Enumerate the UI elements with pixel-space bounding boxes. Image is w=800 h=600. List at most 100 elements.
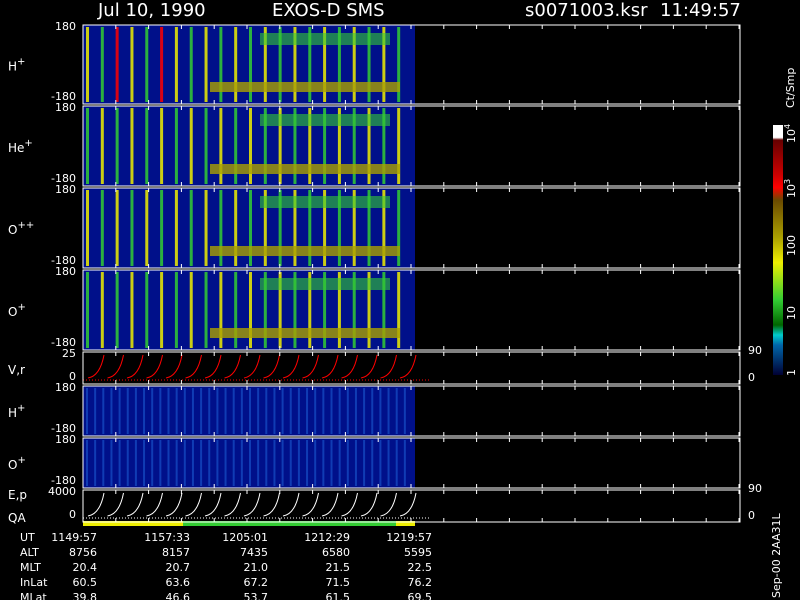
colorbar-label-base: 10 [785, 129, 798, 143]
trace [224, 492, 241, 517]
spectrogram-streak [249, 27, 252, 102]
colorbar-label-base: 1 [785, 369, 798, 376]
orbit-value: 53.7 [244, 591, 269, 600]
spectrogram-streak [371, 440, 374, 486]
spectrogram-streak [278, 27, 282, 102]
orbit-value: 46.6 [166, 591, 191, 600]
spectrogram-streak [232, 440, 235, 486]
spectrogram-streak [257, 440, 260, 486]
y-bottom-label: -180 [51, 254, 76, 267]
orbit-value: 21.5 [326, 561, 351, 574]
spectrogram-streak [189, 108, 193, 184]
spectrogram-streak [382, 27, 386, 102]
instrument: EXOS-D SMS [272, 0, 385, 21]
colorbar-label: 104 [783, 124, 798, 143]
trace [321, 492, 339, 517]
spectrogram-streak [289, 440, 292, 486]
spectrogram-streak [224, 440, 227, 486]
orbit-value: 1219:57 [386, 531, 432, 544]
spectrogram-streak [126, 440, 129, 486]
spectrogram-streak [234, 27, 238, 102]
spectrogram-streak [110, 388, 113, 434]
spectrogram-streak [352, 108, 356, 184]
panel-label: QA [8, 511, 26, 525]
panel-label-sup: ++ [17, 220, 34, 231]
trace [380, 354, 397, 379]
trace [282, 492, 300, 517]
time: 11:49:57 [660, 0, 741, 21]
spectrogram-streak [323, 190, 327, 266]
trace [165, 492, 183, 517]
spectrogram-streak [346, 388, 349, 434]
orbit-label: UT [20, 531, 35, 544]
spectrogram-streak [363, 388, 366, 434]
trace [302, 354, 319, 379]
spectrogram-streak [145, 190, 149, 266]
spectrogram-streak [263, 272, 267, 348]
orbit-value: 1157:33 [144, 531, 190, 544]
spectrogram-streak [110, 440, 113, 486]
orbit-value: 39.8 [73, 591, 98, 600]
spectrogram-streak [160, 190, 164, 266]
trace [185, 492, 202, 517]
spectrogram-streak [204, 190, 208, 266]
spectrogram-streak [352, 27, 356, 102]
trace [126, 354, 144, 379]
spectrogram-band [260, 33, 390, 45]
spectrogram-streak [249, 388, 251, 434]
orbit-value: 1205:01 [222, 531, 268, 544]
spectrogram-streak [338, 440, 341, 486]
orbit-value: 67.2 [244, 576, 269, 589]
panel-label-sup: + [17, 403, 25, 414]
date: Jul 10, 1990 [97, 0, 206, 21]
spectrogram-streak [94, 440, 97, 486]
panel-label: V,r [8, 363, 25, 377]
spectrogram-streak [219, 190, 223, 266]
trace [341, 492, 358, 517]
colorbar-label: 1 [785, 369, 798, 376]
spectrogram-streak [397, 272, 401, 348]
spectrogram-streak [189, 27, 193, 102]
y-top-label: 180 [55, 381, 76, 394]
spectrogram-streak [382, 190, 386, 266]
spectrogram-streak [183, 440, 186, 486]
y-top-label: 180 [55, 265, 76, 278]
spectrogram-streak [115, 272, 119, 348]
spectrogram-streak [337, 27, 341, 102]
colorbar-label: 103 [783, 179, 798, 198]
spectrogram-streak [293, 190, 297, 266]
orbit-value: 8756 [69, 546, 97, 559]
spectrogram-streak [100, 108, 104, 184]
spectrogram-streak [100, 272, 104, 348]
panel-label: O+ [8, 302, 26, 319]
spectrogram-streak [352, 272, 356, 348]
orbit-value: 76.2 [408, 576, 433, 589]
spectrogram-streak [130, 27, 134, 102]
orbit-label: MLat [20, 591, 47, 600]
spectrogram-streak [145, 27, 149, 102]
spectrogram-band [260, 196, 390, 208]
spectrogram-band [210, 164, 400, 174]
spectrogram-streak [143, 440, 146, 486]
panel-label-sup: + [24, 138, 32, 149]
trace [399, 492, 417, 517]
spectrogram-streak [306, 388, 309, 434]
spectrogram-streak [204, 272, 208, 348]
orbit-value: 63.6 [166, 576, 191, 589]
spectrogram-streak [115, 190, 119, 266]
spectrogram-streak [175, 388, 178, 434]
trace [321, 354, 339, 379]
panel-label-text: H [8, 406, 17, 420]
orbit-label: MLT [20, 561, 41, 574]
trace [360, 492, 378, 517]
colorbar [773, 125, 783, 375]
orbit-value: 1212:29 [304, 531, 350, 544]
spectrogram-band [260, 278, 390, 290]
spectrogram-band [210, 82, 400, 92]
orbit-value: 61.5 [326, 591, 351, 600]
spectrogram-streak [281, 440, 284, 486]
spectrogram-streak [278, 108, 282, 184]
spectrogram-streak [306, 440, 309, 486]
panel-label-text: H [8, 60, 17, 74]
